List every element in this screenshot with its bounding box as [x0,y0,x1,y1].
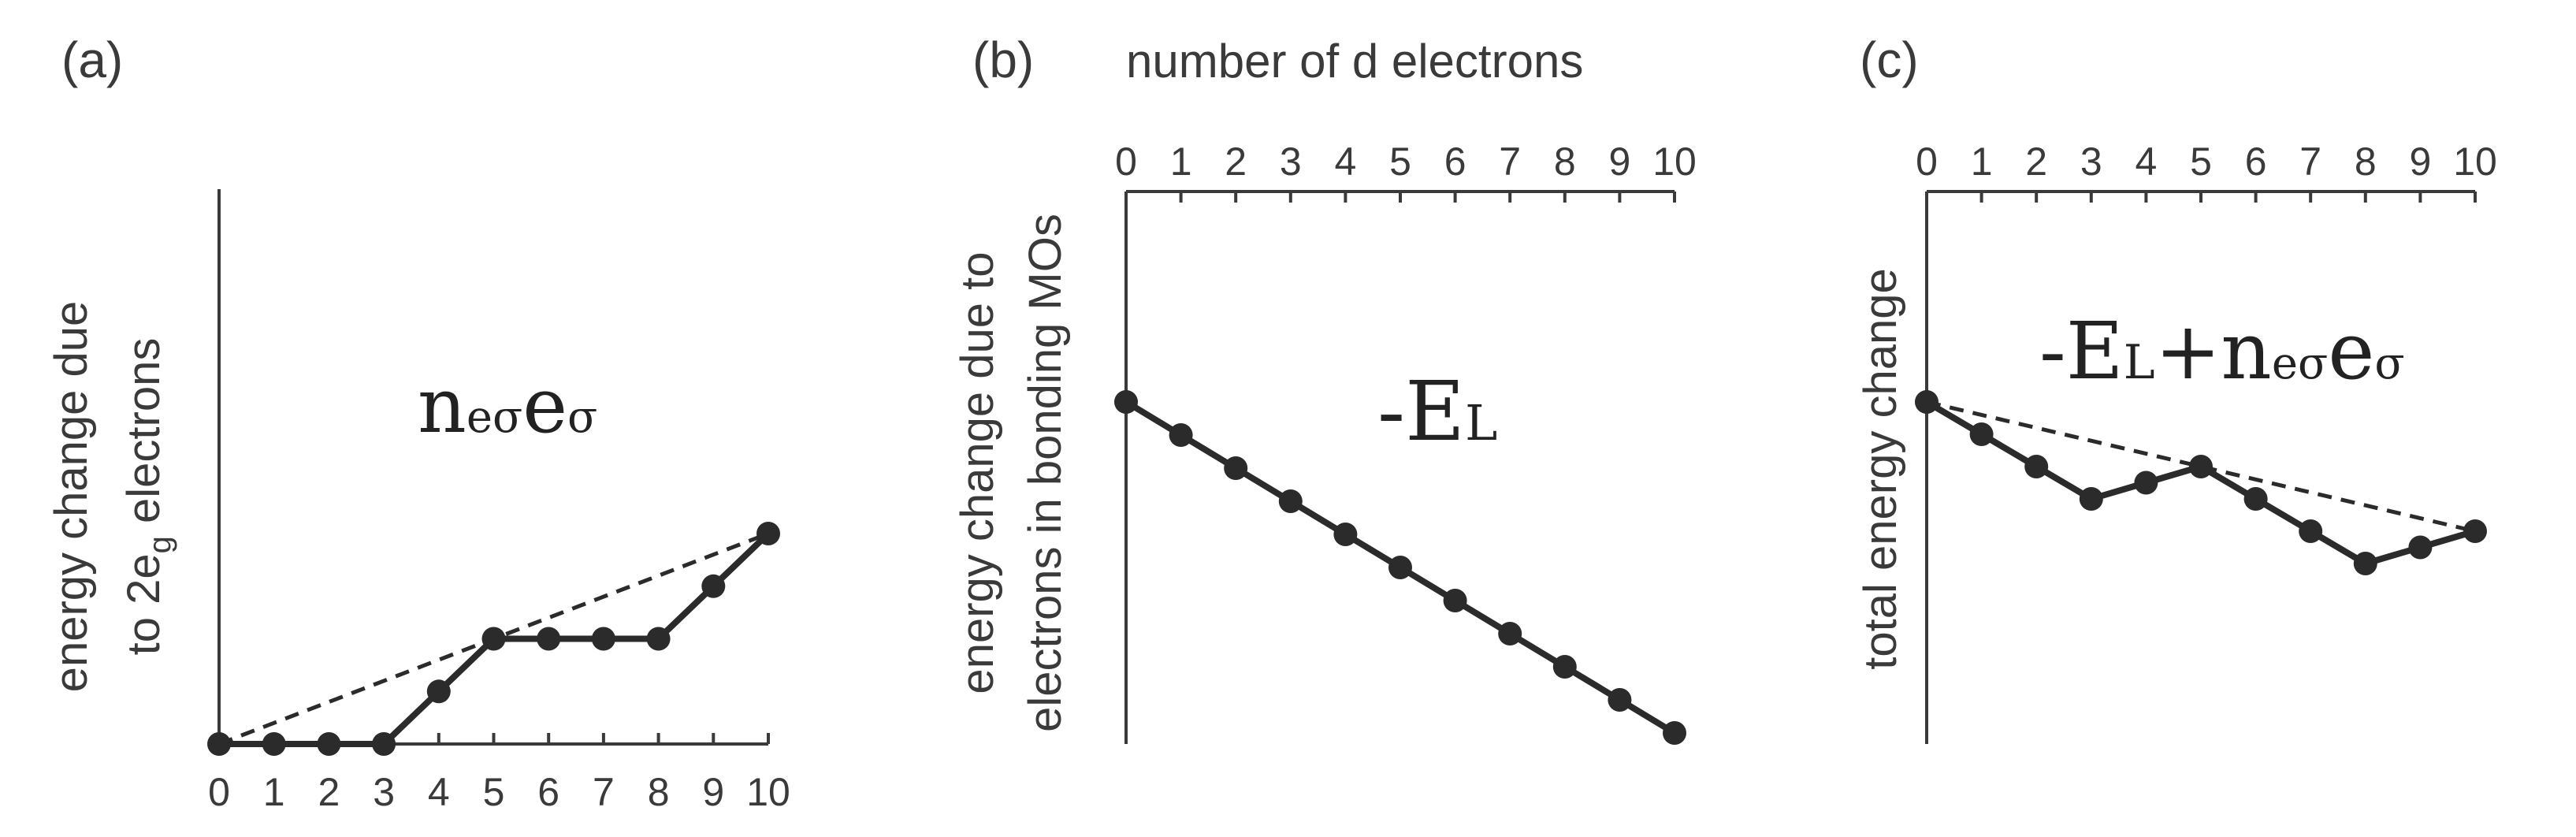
panel-a-dashed-line [218,531,769,746]
panel-a-data-point [756,522,780,545]
panel-c-label: (c) [1860,32,1919,88]
panel-b-x-tick-label: 2 [1225,140,1247,184]
panel-c-x-tick-label: 1 [1971,140,1993,184]
panel-a-data-point [426,679,451,704]
panel-a-data-point [262,732,286,756]
panel-b-data-point [1443,589,1467,612]
panel-c-x-tick-label: 4 [2135,140,2157,184]
panel-a-x-tick-label: 5 [483,770,505,814]
panel-a-x-tick-label: 1 [263,770,285,814]
panel-b-x-tick-label: 5 [1389,140,1411,184]
panel-c-formula: -EL+neσeσ [2039,305,2405,397]
panel-a-data-point [537,627,561,651]
panel-b-ylabel-line1: energy change due to [952,251,1003,694]
panel-a: (a) energy change due to 2eg electrons 0… [46,32,790,814]
panel-c-data-point [2408,535,2433,560]
panel-c-data-point [2353,552,2377,575]
panel-a-ylabel-line1: energy change due [46,301,97,693]
panel-b-x-tick-label: 10 [1652,140,1697,184]
panel-c-x-tick-label: 7 [2299,140,2321,184]
panel-b-data-point [1224,456,1248,480]
panel-a-label: (a) [61,32,123,88]
panel-c-ylabel: total energy change [1855,268,1906,669]
panel-a-x-tick-label: 0 [208,770,230,814]
panel-c-x-tick-label: 3 [2080,140,2102,184]
panel-b-x-tick-label: 8 [1554,140,1576,184]
panel-b-x-tick-label: 1 [1170,140,1192,184]
panel-a-x-tick-label: 4 [428,770,450,814]
panel-b-data-point [1388,556,1412,579]
panel-b-data-point [1498,622,1522,645]
panel-c-data-point [1969,422,1994,446]
panel-b-ylabel-line2: electrons in bonding MOs [1020,214,1071,732]
panel-c-data-point [2463,519,2487,543]
panel-b-label: (b) [972,32,1034,88]
panel-a-x-tick-label: 2 [318,770,340,814]
panel-a-x-tick-label: 3 [373,770,395,814]
panel-a-formula: neσeσ [418,362,597,450]
panel-c-x-tick-label: 5 [2190,140,2212,184]
panel-b-x-tick-label: 6 [1444,140,1466,184]
panel-c-x-tick-label: 2 [2025,140,2047,184]
panel-b-x-tick-label: 9 [1608,140,1630,184]
panel-b-x-tick-label: 3 [1280,140,1302,184]
panel-a-x-tick-label: 8 [648,770,670,814]
panel-a-data-point [701,574,726,598]
panel-c-data-point [2243,487,2268,511]
panel-c-data-point [2299,519,2323,543]
panel-c-x-tick-label: 9 [2409,140,2431,184]
panel-b-top-title: number of d electrons [1126,35,1583,87]
panel-c-x-tick-label: 8 [2355,140,2377,184]
panel-b: (b) number of d electrons energy change … [952,32,1697,745]
panel-a-data-point [591,627,615,651]
panel-c-data-point [2079,487,2103,511]
panel-b-x-tick-label: 7 [1499,140,1521,184]
panel-b-formula: -EL [1377,363,1497,459]
panel-c-data-point [2134,471,2158,495]
panel-b-data-point [1552,655,1577,679]
panel-b-x-tick-label: 0 [1115,140,1137,184]
panel-b-x-tick-label: 4 [1334,140,1356,184]
panel-c: (c) total energy change 0 1 2 3 4 5 6 7 8 9 10 -EL… [1855,32,2497,744]
panel-b-data-point [1608,688,1632,712]
panel-a-data-point [372,732,396,756]
panel-c-series-line [1924,399,2477,567]
panel-c-data-point [2189,455,2213,478]
panel-c-data-point [2024,455,2049,478]
panel-c-x-tick-label: 6 [2245,140,2267,184]
panel-a-data-point [646,627,671,651]
panel-c-x-tick-label: 10 [2453,140,2497,184]
panel-a-x-tick-label: 9 [702,770,724,814]
panel-a-ylabel-line2: to 2eg electrons [118,338,177,656]
panel-a-x-tick-label: 6 [537,770,559,814]
panel-b-data-point [1278,489,1303,513]
panel-a-x-tick-label: 7 [593,770,615,814]
panel-a-x-tick-label: 10 [746,770,790,814]
panel-c-x-tick-label: 0 [1916,140,1938,184]
panel-b-data-point [1114,390,1138,414]
panel-b-data-point [1333,523,1358,546]
panel-b-data-point [1169,423,1193,447]
panel-b-data-point [1663,721,1686,745]
panel-a-data-point [317,732,341,756]
